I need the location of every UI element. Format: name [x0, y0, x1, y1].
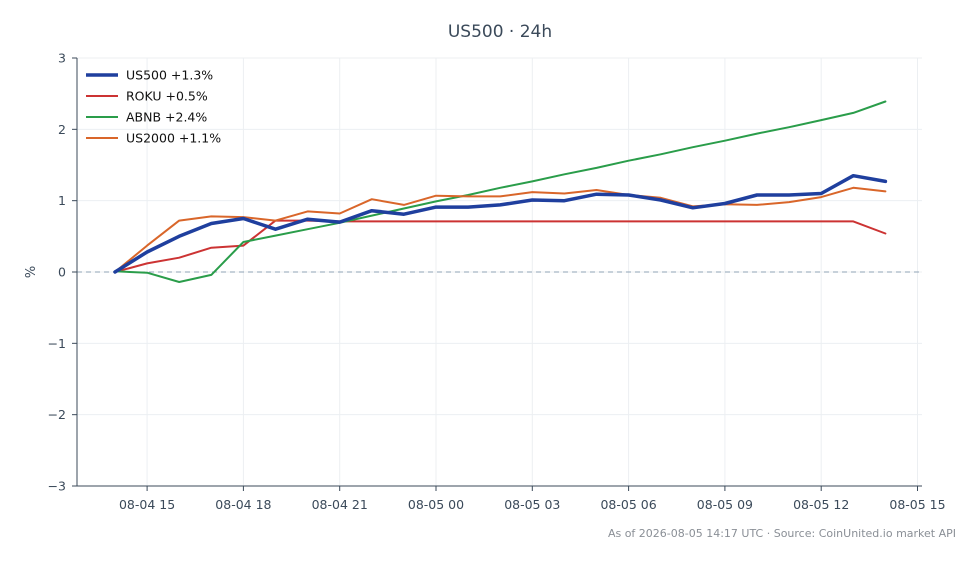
- x-tick-label: 08-05 15: [889, 497, 945, 512]
- legend-label: ABNB +2.4%: [126, 110, 207, 125]
- y-tick-label: 3: [58, 51, 66, 66]
- y-tick-label: 1: [58, 193, 66, 208]
- y-tick-label: 2: [58, 122, 66, 137]
- series-line: [114, 100, 887, 283]
- legend-label: US500 +1.3%: [126, 68, 213, 83]
- x-tick-label: 08-05 00: [408, 497, 464, 512]
- y-tick-label: −3: [48, 479, 66, 494]
- x-tick-label: 08-05 03: [504, 497, 560, 512]
- legend-label: US2000 +1.1%: [126, 131, 221, 146]
- y-tick-label: −1: [48, 336, 66, 351]
- y-tick-label: 0: [58, 265, 66, 280]
- series-line: [113, 173, 888, 274]
- y-axis-label: %: [24, 266, 39, 278]
- x-tick-label: 08-04 15: [119, 497, 175, 512]
- x-tick-label: 08-04 21: [312, 497, 368, 512]
- legend: US500 +1.3% ROKU +0.5% ABNB +2.4% US2000 +1…: [86, 68, 221, 146]
- x-tick-label: 08-05 06: [600, 497, 656, 512]
- chart-title: US500 · 24h: [448, 22, 552, 42]
- x-tick-label: 08-04 18: [215, 497, 271, 512]
- x-tick-label: 08-05 09: [697, 497, 753, 512]
- y-ticks: 3 2 1 0 −1 −2 −3: [48, 51, 77, 494]
- x-tick-label: 08-05 12: [793, 497, 849, 512]
- y-tick-label: −2: [48, 407, 66, 422]
- series-lines: [113, 100, 888, 283]
- source-footer: As of 2026-08-05 14:17 UTC · Source: Coi…: [608, 527, 956, 540]
- legend-label: ROKU +0.5%: [126, 89, 208, 104]
- x-ticks: 08-04 15 08-04 18 08-04 21 08-05 00 08-05 03…: [119, 486, 946, 512]
- series-line: [114, 219, 887, 273]
